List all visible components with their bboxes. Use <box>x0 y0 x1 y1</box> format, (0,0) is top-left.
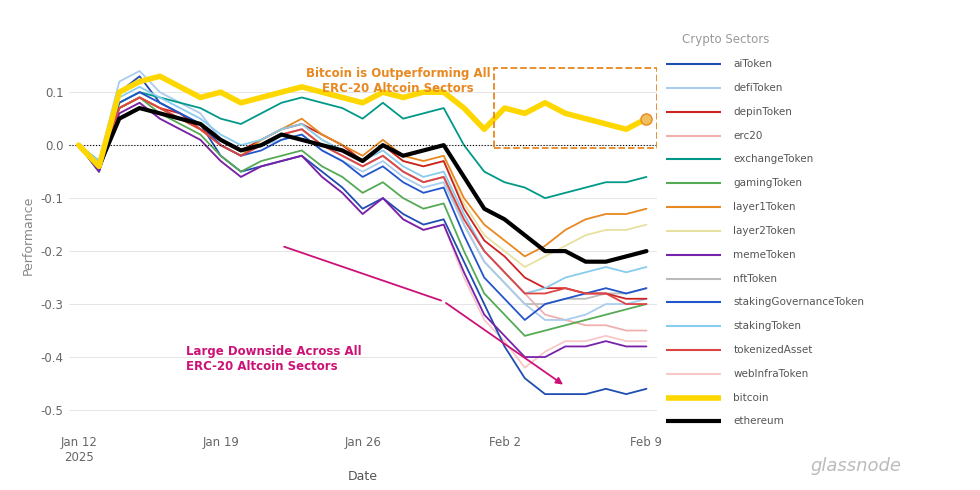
Text: tokenizedAsset: tokenizedAsset <box>733 345 812 355</box>
Text: nftToken: nftToken <box>733 273 777 284</box>
Text: layer1Token: layer1Token <box>733 202 796 212</box>
Text: layer2Token: layer2Token <box>733 226 796 236</box>
Text: gamingToken: gamingToken <box>733 178 803 188</box>
Text: memeToken: memeToken <box>733 250 796 260</box>
Text: Crypto Sectors: Crypto Sectors <box>682 33 769 47</box>
Y-axis label: Performance: Performance <box>23 196 35 275</box>
Text: aiToken: aiToken <box>733 59 772 69</box>
Text: ethereum: ethereum <box>733 416 784 426</box>
Text: glassnode: glassnode <box>810 457 902 475</box>
Text: exchangeToken: exchangeToken <box>733 154 813 165</box>
Text: stakingToken: stakingToken <box>733 321 802 331</box>
Bar <box>494 68 657 148</box>
Text: defiToken: defiToken <box>733 83 783 93</box>
X-axis label: Date: Date <box>348 469 377 483</box>
Text: bitcoin: bitcoin <box>733 392 768 403</box>
Text: stakingGovernanceToken: stakingGovernanceToken <box>733 297 864 307</box>
Text: Bitcoin is Outperforming All
ERC-20 Altcoin Sectors: Bitcoin is Outperforming All ERC-20 Altc… <box>306 67 490 95</box>
Text: webInfraToken: webInfraToken <box>733 369 808 379</box>
Text: depinToken: depinToken <box>733 107 792 117</box>
Text: erc20: erc20 <box>733 131 762 141</box>
Text: Large Downside Across All
ERC-20 Altcoin Sectors: Large Downside Across All ERC-20 Altcoin… <box>186 345 362 373</box>
